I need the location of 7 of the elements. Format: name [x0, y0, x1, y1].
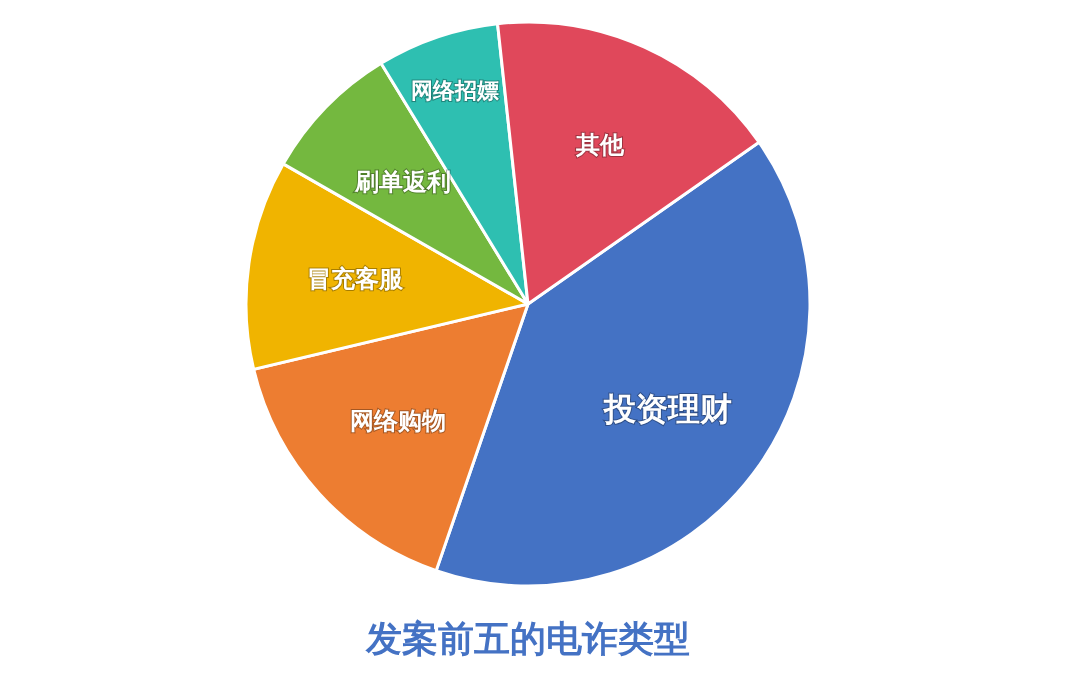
text: 发案前五的电诈类型	[365, 617, 690, 659]
slice-label: 刷单返利	[353, 168, 451, 197]
slice-label: 其他	[575, 130, 626, 159]
slice-label: 冒充客服	[306, 265, 404, 294]
slice-label: 网络购物	[350, 407, 447, 436]
slice-label: 投资理财	[601, 390, 732, 429]
slice-label: 网络招嫖	[411, 77, 500, 103]
